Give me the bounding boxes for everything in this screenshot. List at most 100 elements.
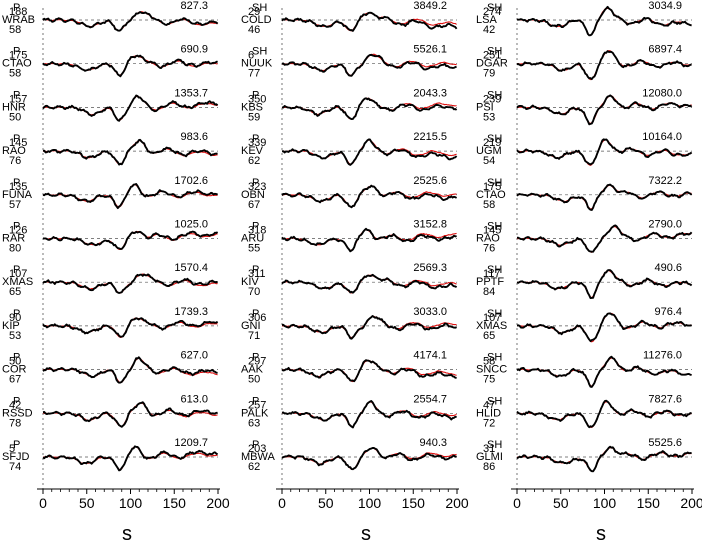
distance-label: 6 xyxy=(248,50,254,62)
azimuth-label: 67 xyxy=(9,374,21,386)
observed-waveform xyxy=(281,359,457,383)
station-label: CTAO xyxy=(476,189,506,201)
station-label: RAO xyxy=(476,233,500,245)
distance-label: 274 xyxy=(483,6,501,18)
station-label: NUUK xyxy=(241,58,273,70)
station-label: XMAS xyxy=(2,276,33,288)
station-label: RAR xyxy=(2,233,25,245)
azimuth-label: 58 xyxy=(9,24,21,36)
amplitude-label: 7322.2 xyxy=(648,175,682,187)
distance-label: 239 xyxy=(483,93,501,105)
distance-label: 107 xyxy=(9,268,27,280)
amplitude-label: 7827.6 xyxy=(648,393,682,405)
phase-label: SH xyxy=(487,177,502,189)
amplitude-label: 5525.6 xyxy=(648,437,682,449)
azimuth-label: 71 xyxy=(248,330,260,342)
phase-label: SH xyxy=(252,46,267,58)
station-label: LSA xyxy=(476,14,497,26)
azimuth-label: 42 xyxy=(483,24,495,36)
distance-label: 188 xyxy=(9,6,27,18)
x-tick-label: 50 xyxy=(318,495,334,511)
synthetic-waveform xyxy=(281,274,457,294)
amplitude-label: 3034.9 xyxy=(648,0,682,12)
observed-waveform xyxy=(281,53,457,77)
azimuth-label: 62 xyxy=(248,155,260,167)
phase-label: P xyxy=(252,221,259,233)
x-axis-unit-label: s xyxy=(122,523,132,542)
phase-label: SH xyxy=(487,352,502,364)
x-tick-label: 150 xyxy=(402,495,426,511)
station-label: COLD xyxy=(241,14,272,26)
observed-waveform xyxy=(42,138,218,166)
observed-waveform xyxy=(281,184,458,209)
amplitude-label: 10164.0 xyxy=(642,131,682,143)
station-label: HNR xyxy=(2,101,26,113)
distance-label: 311 xyxy=(248,268,266,280)
distance-label: 339 xyxy=(248,137,266,149)
azimuth-label: 79 xyxy=(483,68,495,80)
station-label: GLMI xyxy=(476,451,503,463)
observed-waveform xyxy=(517,224,693,253)
azimuth-label: 75 xyxy=(483,374,495,386)
x-tick-label: 200 xyxy=(445,495,469,511)
amplitude-label: 2525.6 xyxy=(413,175,447,187)
observed-waveform xyxy=(516,183,693,211)
distance-label: 203 xyxy=(248,443,266,455)
distance-label: 318 xyxy=(248,225,266,237)
observed-waveform xyxy=(42,183,218,210)
azimuth-label: 76 xyxy=(9,155,21,167)
station-label: WRAB xyxy=(2,14,35,26)
observed-waveform xyxy=(516,355,692,388)
amplitude-label: 2569.3 xyxy=(413,262,447,274)
amplitude-label: 11276.0 xyxy=(643,350,682,362)
x-tick-label: 150 xyxy=(637,495,661,511)
synthetic-waveform xyxy=(281,359,457,383)
observed-waveform xyxy=(42,11,219,32)
amplitude-label: 613.0 xyxy=(180,393,208,405)
azimuth-label: 46 xyxy=(248,24,260,36)
amplitude-label: 627.0 xyxy=(180,350,208,362)
distance-label: 157 xyxy=(9,93,27,105)
amplitude-label: 3849.2 xyxy=(413,0,447,12)
phase-label: SH xyxy=(487,395,502,407)
observed-waveform xyxy=(516,445,692,473)
x-tick-label: 50 xyxy=(553,495,569,511)
x-tick-label: 50 xyxy=(79,495,95,511)
synthetic-waveform xyxy=(517,95,692,124)
azimuth-label: 67 xyxy=(248,199,260,211)
station-label: DGAR xyxy=(476,58,508,70)
phase-label: SH xyxy=(487,439,502,451)
observed-waveform xyxy=(42,356,218,384)
phase-label: P xyxy=(13,177,20,189)
amplitude-label: 1353.7 xyxy=(174,87,208,99)
azimuth-label: 55 xyxy=(248,243,260,255)
station-label: PPTF xyxy=(476,276,504,288)
station-label: HLID xyxy=(476,407,501,419)
station-label: KEV xyxy=(241,145,264,157)
amplitude-label: 3033.0 xyxy=(413,306,447,318)
station-label: KIP xyxy=(2,320,20,332)
distance-label: 145 xyxy=(9,137,27,149)
amplitude-label: 1025.0 xyxy=(174,219,208,231)
amplitude-label: 1209.7 xyxy=(174,437,208,449)
azimuth-label: 78 xyxy=(9,417,21,429)
amplitude-label: 976.4 xyxy=(654,306,682,318)
azimuth-label: 58 xyxy=(9,68,21,80)
